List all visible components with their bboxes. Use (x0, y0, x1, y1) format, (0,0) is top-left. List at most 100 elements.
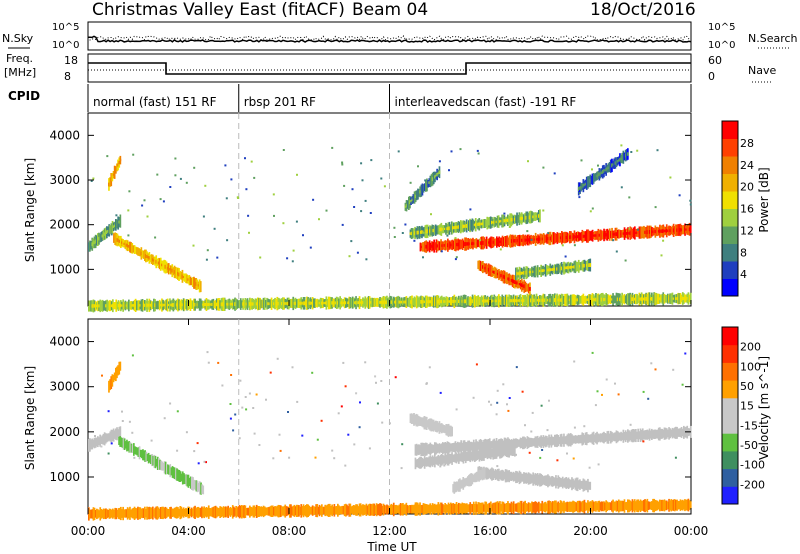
velocity-data-cell (117, 365, 119, 376)
power-data-cell (501, 270, 504, 282)
velocity-data-cell (561, 502, 564, 512)
power-speckle (422, 256, 424, 259)
velocity-data-cell (265, 507, 267, 516)
velocity-data-cell (482, 441, 484, 450)
velocity-data-cell (295, 504, 298, 517)
velocity-speckle (508, 397, 511, 399)
velocity-data-cell (504, 503, 507, 512)
power-speckle (454, 237, 457, 240)
velocity-data-cell (382, 503, 385, 516)
power-data-cell (455, 238, 457, 252)
velocity-data-cell (623, 432, 626, 441)
velocity-data-cell (647, 430, 650, 439)
power-data-core (293, 302, 296, 305)
velocity-data-cell (418, 444, 420, 456)
velocity-data-cell (234, 507, 236, 516)
power-speckle (459, 148, 462, 151)
velocity-speckle (573, 360, 576, 363)
power-data-core (520, 271, 523, 275)
power-data-cell (212, 298, 215, 310)
freq-trace (88, 62, 691, 75)
velocity-data-cell (387, 505, 389, 514)
power-data-core (158, 303, 161, 307)
power-data-cell (335, 296, 338, 309)
power-data-core (444, 227, 446, 230)
velocity-data-cell (198, 507, 201, 517)
power-data-cell (621, 230, 624, 238)
power-data-cell (539, 209, 541, 223)
velocity-data-cell (475, 501, 477, 515)
velocity-data-cell (462, 450, 465, 464)
velocity-data-cell (177, 507, 179, 519)
velocity-data-cell (649, 501, 652, 510)
power-data-cell (614, 295, 617, 304)
power-data-cell (606, 294, 609, 305)
power-data-core (662, 229, 665, 233)
power-colorbar-swatch (722, 138, 738, 157)
velocity-data-cell (458, 442, 460, 452)
power-data-cell (426, 178, 428, 192)
freq-tick-high: 18 (64, 54, 78, 67)
velocity-data-cell (461, 502, 464, 515)
power-data-cell (622, 295, 625, 304)
power-data-cell (260, 299, 263, 309)
velocity-data-cell (395, 504, 397, 514)
velocity-data-cell (676, 499, 678, 511)
nave-tick-low: 0 (708, 70, 715, 83)
velocity-data-cell (619, 432, 621, 441)
velocity-speckle (94, 435, 96, 437)
velocity-data-cell (444, 442, 446, 454)
velocity-data-cell (559, 500, 562, 514)
power-colorbar-swatch (722, 261, 738, 279)
velocity-data-cell (526, 473, 529, 484)
power-data-core (414, 231, 416, 235)
velocity-data-cell (147, 507, 150, 520)
power-speckle (225, 197, 228, 200)
velocity-data-cell (475, 439, 477, 453)
power-data-cell (445, 240, 448, 250)
power-speckle (397, 150, 400, 153)
power-data-core (562, 236, 564, 240)
velocity-data-cell (430, 444, 433, 454)
velocity-data-cell (376, 504, 379, 516)
power-data-core (148, 303, 151, 308)
power-data-core (565, 235, 568, 240)
power-data-cell (174, 266, 177, 279)
power-data-core (112, 303, 114, 308)
velocity-data-cell (488, 448, 491, 459)
velocity-speckle (100, 445, 103, 448)
power-speckle (417, 165, 419, 168)
velocity-data-cell (391, 504, 394, 514)
velocity-data-cell (162, 506, 164, 520)
velocity-data-cell (146, 453, 149, 461)
power-data-cell (412, 298, 414, 306)
velocity-speckle (546, 429, 549, 432)
velocity-speckle (674, 456, 677, 459)
power-data-cell (475, 238, 478, 249)
power-data-cell (142, 300, 145, 311)
velocity-data-cell (120, 506, 122, 521)
power-data-cell (356, 298, 359, 307)
velocity-data-cell (587, 478, 589, 493)
nsearch-trace (87, 35, 692, 41)
velocity-data-cell (543, 436, 546, 447)
power-data-core (308, 301, 311, 305)
velocity-data-cell (557, 475, 560, 489)
power-data-cell (689, 292, 692, 304)
power-data-core (546, 237, 548, 241)
velocity-data-cell (575, 477, 578, 491)
power-data-core (425, 244, 428, 249)
power-data-cell (599, 229, 602, 241)
velocity-data-cell (556, 434, 558, 448)
power-speckle (454, 258, 457, 261)
velocity-data-cell (484, 450, 486, 459)
power-data-core (291, 302, 293, 305)
velocity-data-cell (535, 474, 538, 485)
power-data-cell (188, 275, 191, 286)
power-data-cell (493, 238, 496, 246)
velocity-data-cell (322, 506, 324, 515)
velocity-data-cell (543, 475, 546, 486)
velocity-data-cell (299, 506, 301, 515)
velocity-data-cell (472, 439, 475, 453)
power-data-core (294, 301, 297, 305)
